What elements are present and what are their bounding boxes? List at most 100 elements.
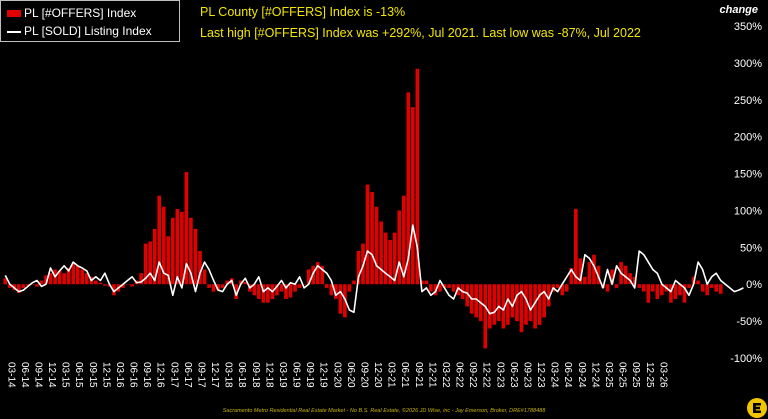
offers-bar [651, 284, 655, 292]
offers-bar [420, 280, 424, 285]
x-tick-label: 06-15 [73, 362, 84, 388]
offers-bar [392, 232, 397, 285]
y-tick-label: 0% [746, 279, 762, 291]
offers-bar [714, 284, 719, 292]
x-tick-label: 06-16 [128, 362, 139, 388]
offers-bar [383, 232, 388, 285]
offers-bar [669, 284, 673, 303]
sold-line [4, 224, 744, 315]
x-tick-label: 03-23 [494, 362, 505, 388]
x-tick-label: 12-15 [100, 362, 111, 388]
x-tick-label: 03-19 [277, 362, 288, 388]
x-tick-label: 06-17 [182, 362, 193, 388]
offers-bar [546, 284, 551, 307]
offers-bar [519, 284, 524, 333]
offers-bar [143, 243, 148, 285]
x-tick-label: 06-25 [617, 362, 628, 388]
offers-bar [682, 284, 687, 303]
offers-bar [103, 284, 107, 286]
offers-bar [646, 284, 651, 303]
offers-bar [7, 284, 12, 288]
offers-bar [171, 217, 175, 285]
x-tick-label: 03-15 [60, 362, 71, 388]
offers-bar [75, 265, 80, 285]
offers-bar [293, 284, 297, 292]
offers-bar [252, 284, 257, 296]
offers-bar [424, 280, 429, 285]
sold-line-path [4, 224, 744, 315]
x-tick-label: 03-25 [603, 362, 614, 388]
offers-bar [48, 273, 53, 285]
offers-bar [718, 284, 723, 294]
change-label: change [719, 4, 758, 16]
x-tick-label: 12-22 [481, 362, 492, 388]
x-axis-labels: 03-14 06-14 09-14 12-14 03-15 06-15 09-15 12-15… [5, 362, 668, 388]
offers-bar [524, 284, 528, 325]
x-tick-label: 12-18 [263, 362, 274, 388]
e-logo-icon [747, 398, 767, 418]
y-tick-label: -100% [730, 353, 762, 365]
x-tick-label: 09-23 [521, 362, 532, 388]
offers-bar [84, 273, 89, 285]
x-tick-label: 12-20 [372, 362, 383, 388]
offers-bar [202, 269, 207, 285]
offers-bar [148, 241, 152, 285]
offers-bar [315, 262, 320, 285]
offers-bar [528, 284, 533, 322]
offers-bar [537, 284, 542, 325]
offers-bar [334, 284, 338, 299]
y-tick-label: 100% [734, 205, 762, 217]
current-index-note: PL County [#OFFERS] Index is -13% [200, 5, 406, 19]
offers-bar [401, 195, 406, 285]
x-tick-label: 06-19 [291, 362, 302, 388]
offers-bar [569, 267, 574, 285]
legend: PL [#OFFERS] Index PL [SOLD] Listing Ind… [0, 0, 180, 42]
x-tick-label: 06-24 [562, 362, 573, 388]
offers-bar [261, 284, 266, 303]
offers-bar [406, 92, 411, 285]
offers-bar [628, 273, 632, 285]
offers-bar [641, 284, 646, 292]
offers-bar [297, 284, 302, 288]
offers-bar [388, 239, 392, 285]
x-tick-label: 12-17 [209, 362, 220, 388]
x-tick-label: 09-25 [630, 362, 641, 388]
x-tick-label: 12-21 [426, 362, 437, 388]
offers-bar [139, 273, 143, 285]
offers-bar [161, 206, 166, 285]
offers-bar [411, 107, 415, 285]
legend-sold: PL [SOLD] Listing Index [7, 24, 152, 38]
legend-line-swatch [7, 30, 21, 33]
offers-bar [447, 284, 451, 288]
x-tick-label: 09-16 [141, 362, 152, 388]
offers-bar [583, 276, 587, 285]
offers-bars [3, 68, 723, 349]
x-tick-label: 03-22 [440, 362, 451, 388]
offers-bar [207, 284, 211, 288]
offers-bar [220, 284, 225, 288]
offers-bar [370, 192, 374, 285]
high-low-note: Last high [#OFFERS] Index was +292%, Jul… [200, 26, 641, 40]
offers-bar [288, 284, 293, 298]
legend-offers-label: PL [#OFFERS] Index [24, 6, 137, 20]
x-tick-label: 09-20 [358, 362, 369, 388]
offers-bar [193, 228, 198, 285]
offers-bar [121, 284, 125, 288]
offers-bar [152, 228, 157, 285]
offers-bar [574, 208, 578, 285]
offers-bar [465, 284, 469, 307]
offers-bar [189, 217, 193, 285]
x-tick-label: 03-18 [223, 362, 234, 388]
y-tick-label: 150% [734, 169, 762, 181]
offers-bar [492, 284, 497, 325]
x-tick-label: 12-14 [46, 362, 57, 388]
offers-bar [510, 284, 515, 318]
x-tick-label: 09-21 [413, 362, 424, 388]
footer-credit: Sacramento Metro Residential Real Estate… [222, 408, 546, 414]
offers-bar [21, 284, 26, 288]
x-tick-label: 06-23 [508, 362, 519, 388]
offers-bar [347, 284, 352, 292]
offers-bar [365, 184, 370, 285]
offers-bar [374, 206, 379, 285]
offers-bar [275, 284, 279, 296]
